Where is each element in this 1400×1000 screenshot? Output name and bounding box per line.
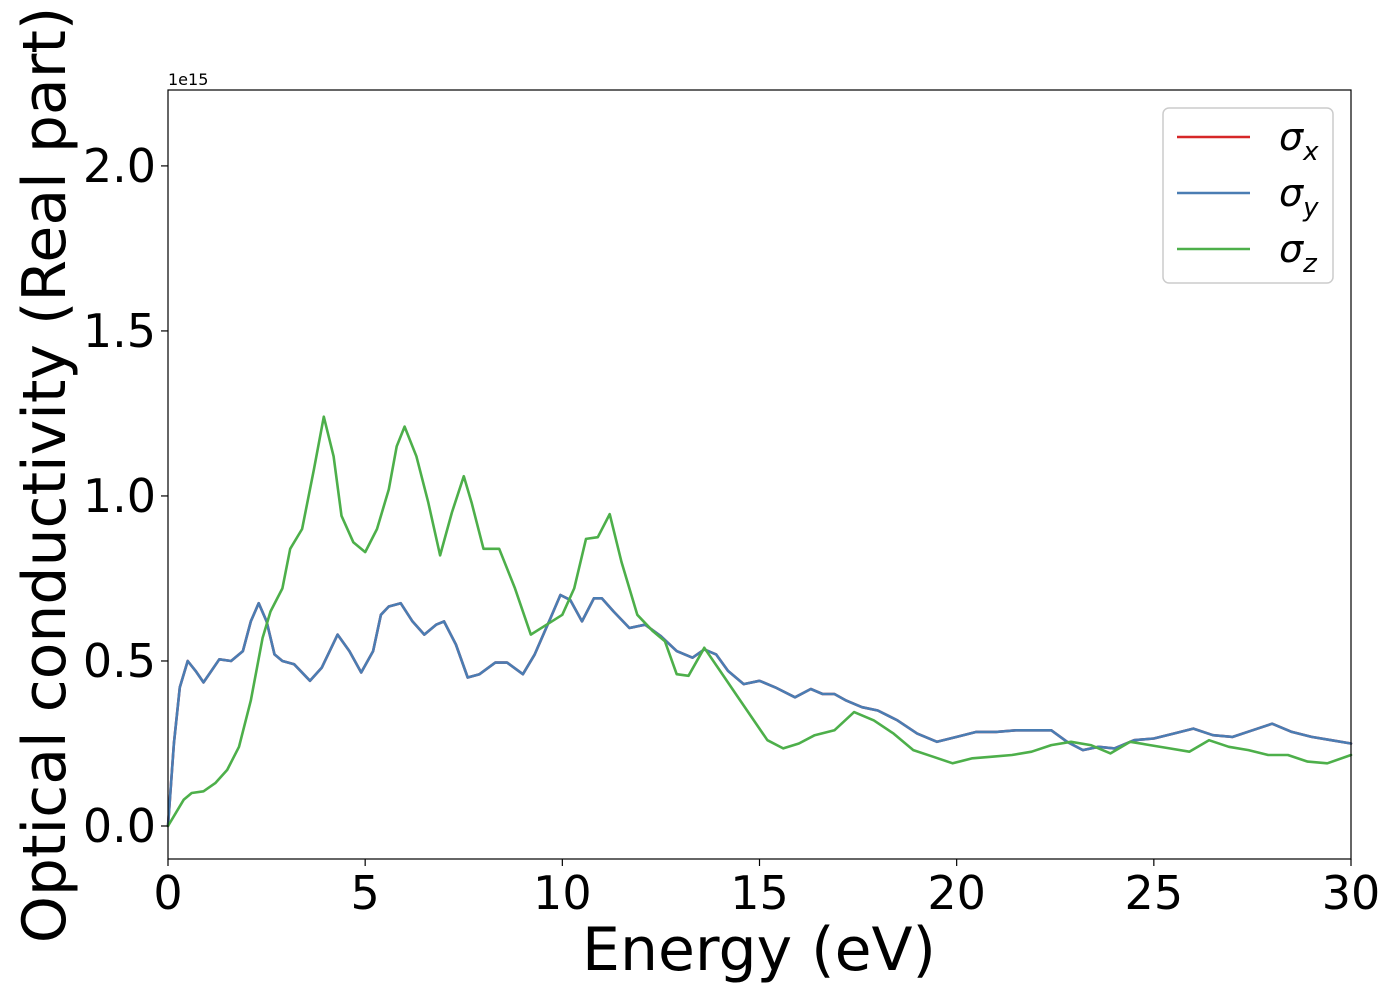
x-tick-label: 5: [351, 866, 380, 920]
y-offset-text: 1e15: [168, 70, 208, 89]
y-axis: 0.0 0.5 1.0 1.5 2.0: [83, 139, 168, 853]
legend-frame: [1162, 107, 1334, 284]
legend-label-y: σy: [1279, 171, 1319, 223]
y-tick-label: 0.0: [83, 799, 156, 853]
x-tick-label: 30: [1322, 866, 1381, 920]
y-tick-label: 1.5: [83, 304, 156, 358]
legend-label-x: σx: [1279, 115, 1319, 167]
y-axis-title: Optical conductivity (Real part): [10, 7, 80, 944]
series-layer: [166, 415, 1353, 828]
x-axis: 0 5 10 15 20 25 30: [153, 859, 1380, 920]
series-line-x: [166, 593, 1353, 828]
y-tick-label: 2.0: [83, 139, 156, 193]
y-tick-label: 0.5: [83, 634, 156, 688]
x-axis-title: Energy (eV): [582, 915, 936, 985]
y-tick-label: 1.0: [83, 469, 156, 523]
series-line-y: [166, 593, 1353, 828]
x-tick-label: 15: [730, 866, 789, 920]
x-tick-label: 0: [153, 866, 182, 920]
legend-label-z: σz: [1279, 227, 1318, 279]
x-tick-label: 25: [1125, 866, 1184, 920]
x-tick-label: 20: [927, 866, 986, 920]
x-tick-label: 10: [533, 866, 592, 920]
series-line-z: [166, 415, 1353, 828]
